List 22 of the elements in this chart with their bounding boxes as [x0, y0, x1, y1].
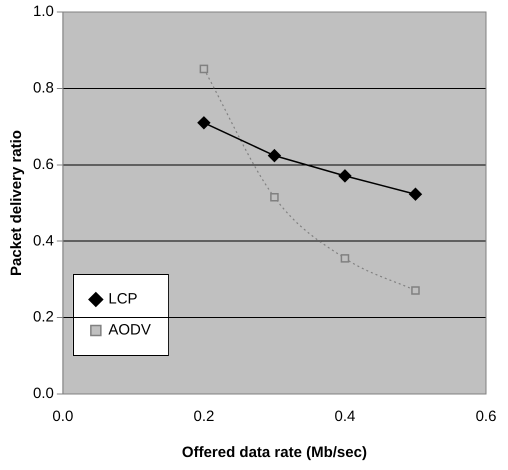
y-tick-label: 1.0: [32, 3, 54, 20]
point: [340, 254, 350, 263]
point: [338, 169, 352, 182]
point: [408, 188, 422, 201]
y-tick-label: 0.4: [32, 232, 54, 250]
y-tick-label: 0.2: [32, 308, 54, 326]
x-tick-label: 0.2: [193, 408, 214, 426]
point: [270, 192, 279, 202]
point: [197, 116, 210, 130]
x-tick-label: 0.4: [334, 408, 356, 426]
point: [268, 149, 281, 162]
y-tick-label: 0.6: [32, 156, 54, 173]
y-tick-label: 0.0: [32, 385, 54, 402]
x-tick-label: 0.6: [476, 408, 496, 426]
point: [411, 286, 420, 295]
y-tick-label: 0.8: [32, 80, 54, 97]
y-axis-title: Packet delivery ratio: [8, 130, 26, 276]
x-axis-title: Offered data rate (Mb/sec): [182, 444, 367, 462]
x-tick-label: 0.0: [52, 408, 74, 426]
point: [200, 64, 208, 74]
legend-label: LCP: [108, 290, 138, 308]
legend-label: AODV: [108, 322, 151, 339]
